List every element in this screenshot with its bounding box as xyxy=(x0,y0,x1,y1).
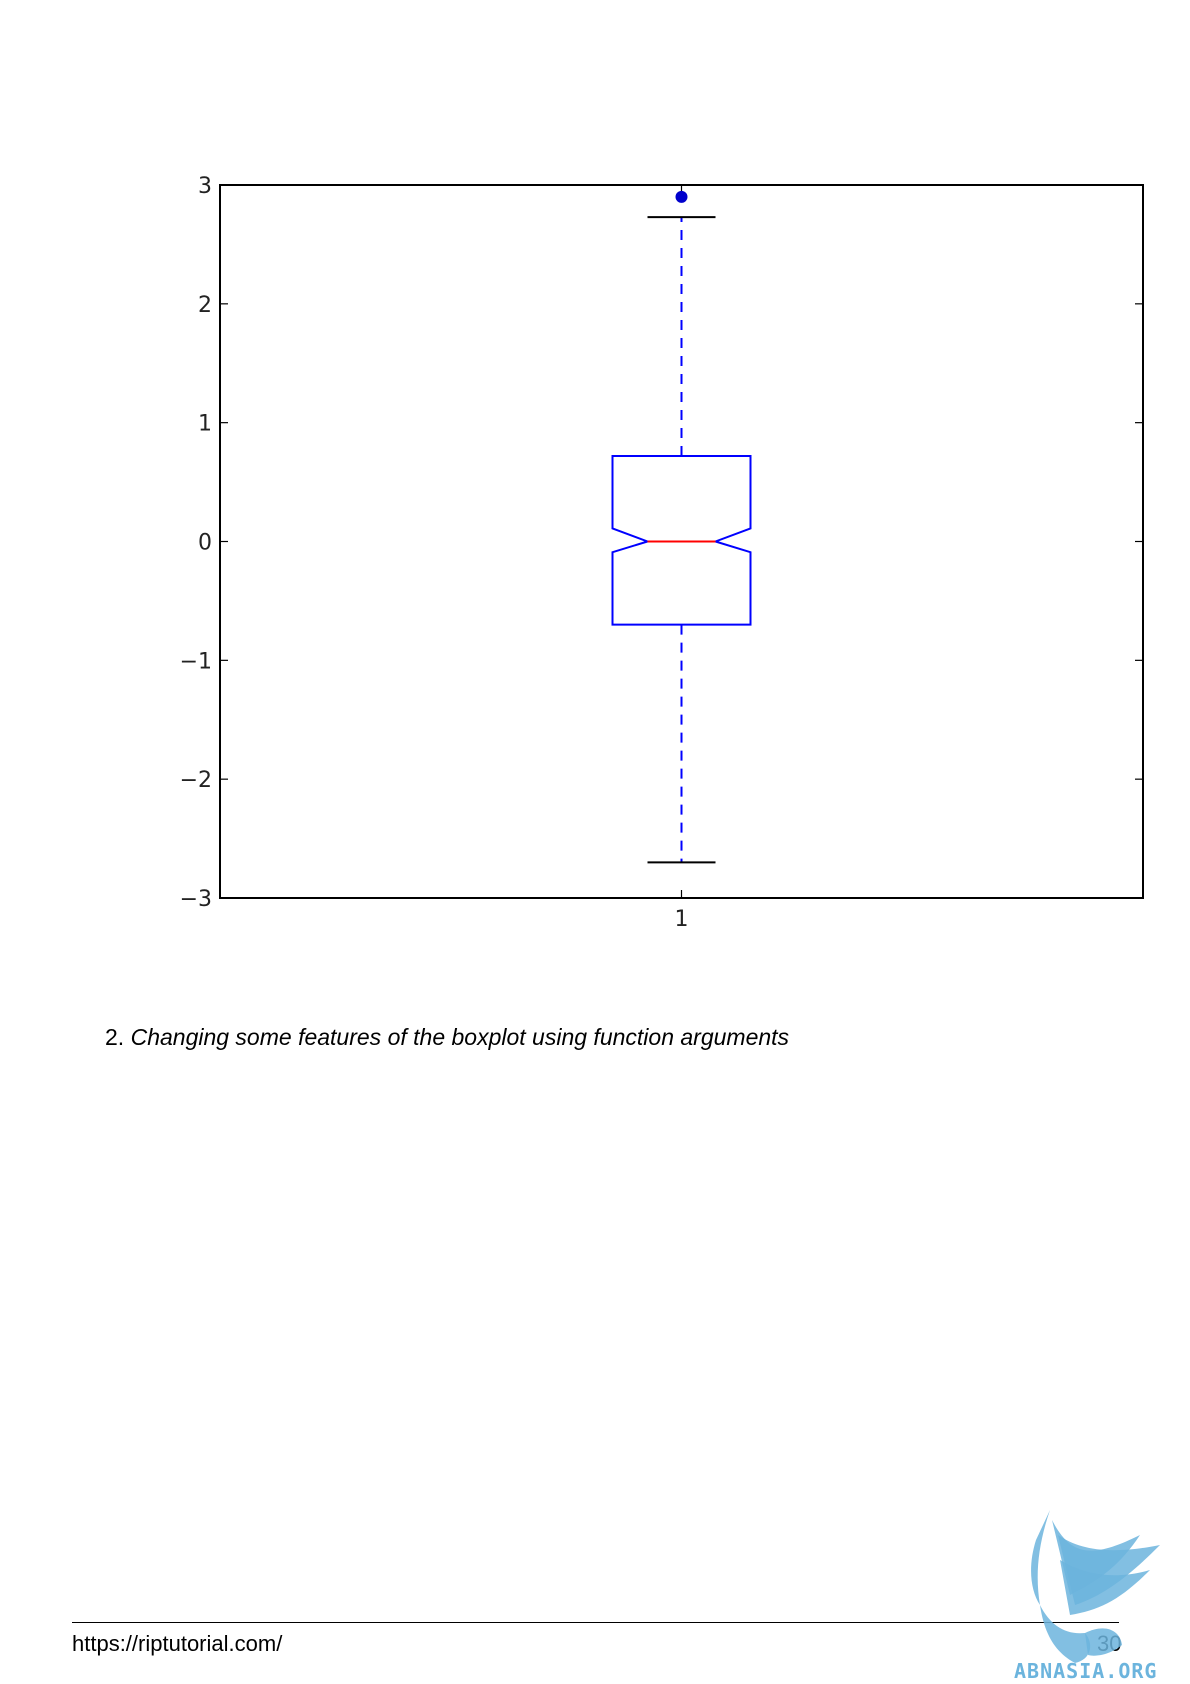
footer-divider xyxy=(72,1622,1119,1623)
footer-url[interactable]: https://riptutorial.com/ xyxy=(72,1631,283,1656)
y-tick-label: −2 xyxy=(180,768,212,793)
section-heading: 2. Changing some features of the boxplot… xyxy=(105,1024,789,1051)
y-tick-label: −3 xyxy=(180,887,212,912)
notched-box xyxy=(611,454,752,626)
watermark-logo: ABNASIA.ORG xyxy=(1014,1510,1160,1683)
section-title: Changing some features of the boxplot us… xyxy=(130,1024,790,1050)
boxplot-chart: 3 2 1 0 −1 −2 −3 1 xyxy=(180,174,1144,932)
y-tick-label: 2 xyxy=(198,293,212,318)
watermark-text: ABNASIA.ORG xyxy=(1014,1659,1157,1683)
y-tick-label: 0 xyxy=(198,531,212,556)
y-tick-label: 3 xyxy=(198,174,212,199)
y-tick-label: −1 xyxy=(180,649,212,674)
outlier-point xyxy=(675,190,688,203)
section-number: 2. xyxy=(105,1024,125,1050)
x-tick-label: 1 xyxy=(675,907,689,932)
y-tick-label: 1 xyxy=(198,412,212,437)
